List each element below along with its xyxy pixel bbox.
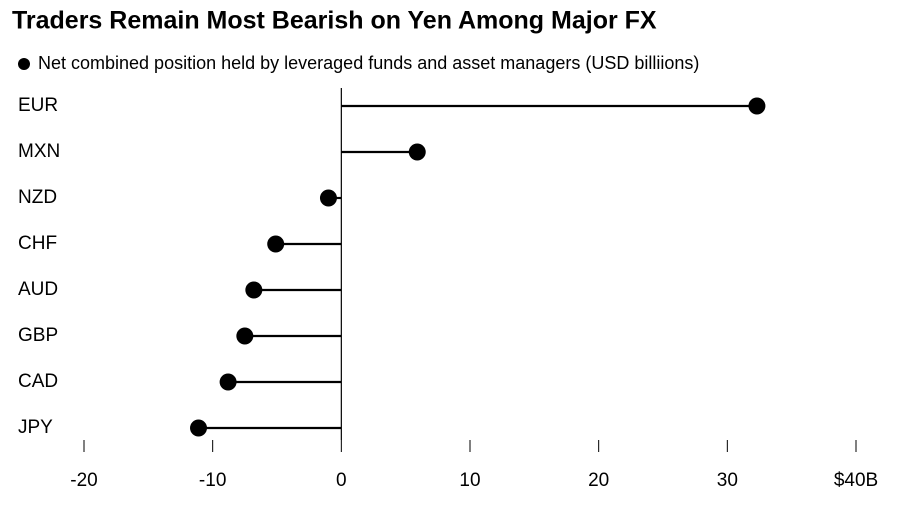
y-tick-label: MXN (18, 141, 60, 162)
dot (748, 97, 766, 115)
dot (190, 419, 208, 437)
y-tick-label: AUD (18, 279, 58, 300)
dot (219, 373, 237, 391)
y-tick-label: NZD (18, 187, 57, 208)
x-tick-label: -10 (199, 470, 226, 491)
chart-title: Traders Remain Most Bearish on Yen Among… (12, 7, 657, 35)
y-tick-label: CHF (18, 233, 57, 254)
x-tick-label: 0 (336, 470, 347, 491)
x-tick-label: 30 (717, 470, 738, 491)
x-tick-label: 10 (459, 470, 480, 491)
legend-marker (18, 58, 30, 70)
dot (267, 235, 285, 253)
x-tick-label: $40B (834, 470, 878, 491)
dot (319, 189, 337, 207)
y-tick-label: CAD (18, 371, 58, 392)
dot (408, 143, 426, 161)
dot (245, 281, 263, 299)
y-tick-label: EUR (18, 95, 58, 116)
y-tick-label: JPY (18, 417, 53, 438)
x-tick-label: 20 (588, 470, 609, 491)
y-tick-label: GBP (18, 325, 58, 346)
x-tick-label: -20 (70, 470, 97, 491)
legend-label: Net combined position held by leveraged … (38, 53, 699, 73)
dot (236, 327, 254, 345)
